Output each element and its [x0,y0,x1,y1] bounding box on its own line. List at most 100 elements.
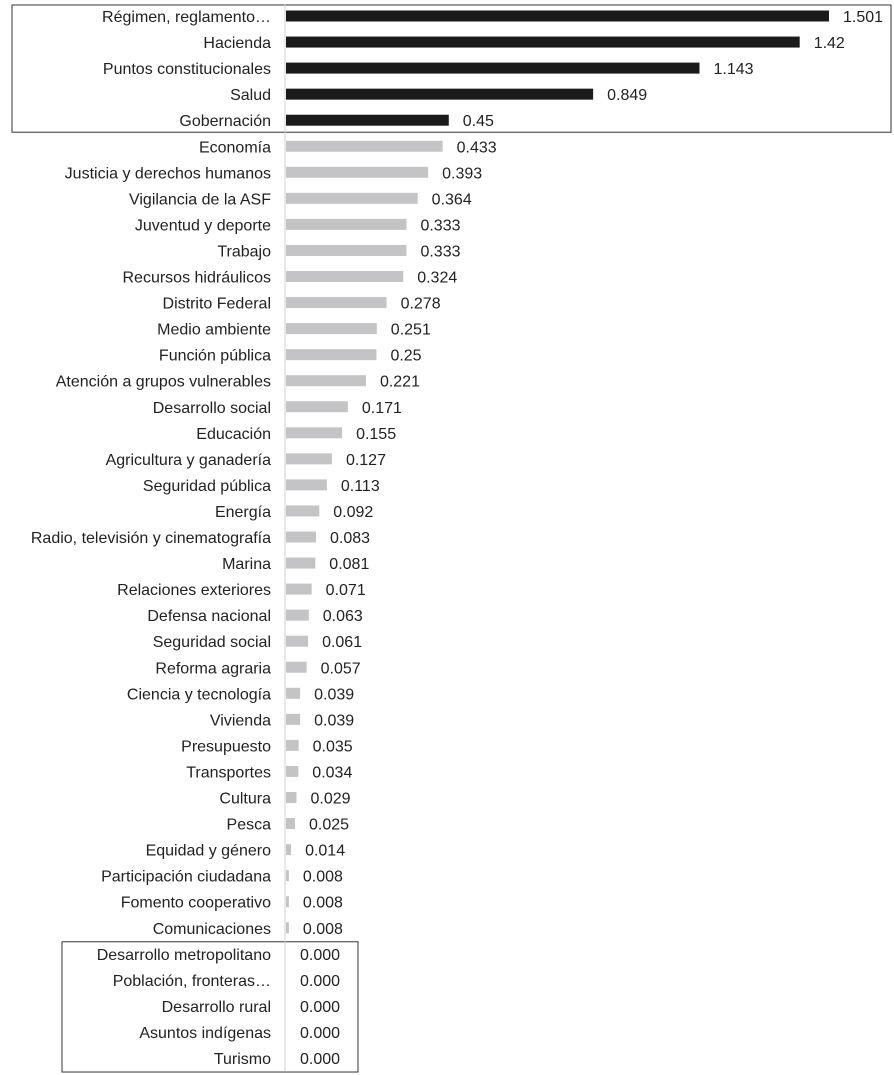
value-label-medio-ambiente: 0.251 [391,322,431,339]
value-label-funcion-publica: 0.25 [390,348,421,365]
value-label-hacienda: 1.42 [814,35,845,52]
bar-ciencia-y-tecnologia [286,687,301,699]
bar-vivienda [286,713,301,725]
category-label-participacion-ciudadana: Participación ciudadana [101,869,271,886]
value-label-puntos-constitucionales: 1.143 [713,61,753,78]
bar-equidad-y-genero [286,844,292,856]
value-label-marina: 0.081 [329,556,369,573]
value-label-pesca: 0.025 [309,817,349,834]
category-label-poblacion-fronteras: Población, fronteras… [113,973,271,990]
bar-salud [286,88,594,100]
value-label-vigilancia-de-la-asf: 0.364 [432,191,472,208]
value-label-desarrollo-rural: 0.000 [300,999,340,1016]
bar-gobernacion [286,114,449,126]
value-label-fomento-cooperativo: 0.008 [303,895,343,912]
value-label-radio-television-y-cinematografia: 0.083 [330,530,370,547]
value-label-ciencia-y-tecnologia: 0.039 [314,686,354,703]
category-label-educacion: Educación [196,426,271,443]
bar-desarrollo-social [286,401,348,413]
category-label-cultura: Cultura [219,791,271,808]
category-label-equidad-y-genero: Equidad y género [146,843,272,860]
category-label-medio-ambiente: Medio ambiente [157,322,271,339]
bar-comunicaciones [286,922,289,934]
bar-justicia-y-derechos-humanos [286,166,429,178]
bar-seguridad-publica [286,479,327,491]
category-label-turismo: Turismo [214,1051,271,1068]
value-label-agricultura-y-ganaderia: 0.127 [346,452,386,469]
category-label-justicia-y-derechos-humanos: Justicia y derechos humanos [65,165,271,182]
category-label-hacienda: Hacienda [203,35,271,52]
category-label-asuntos-indigenas: Asuntos indígenas [139,1025,271,1042]
value-label-recursos-hidraulicos: 0.324 [417,270,457,287]
value-label-vivienda: 0.039 [314,712,354,729]
bar-pesca [286,818,296,830]
value-label-juventud-y-deporte: 0.333 [420,217,460,234]
bar-cultura [286,792,297,803]
bar-relaciones-exteriores [286,583,312,595]
category-label-energia: Energía [215,504,271,521]
value-label-desarrollo-social: 0.171 [362,400,402,417]
bar-hacienda [286,36,800,48]
category-label-reforma-agraria: Reforma agraria [155,660,271,677]
bar-economia [286,140,443,152]
highlight-box-top [11,4,892,133]
bar-medio-ambiente [286,323,377,335]
value-label-presupuesto: 0.035 [313,738,353,755]
category-label-trabajo: Trabajo [217,243,271,260]
category-label-gobernacion: Gobernación [179,113,271,130]
bar-participacion-ciudadana [286,870,289,882]
value-label-comunicaciones: 0.008 [303,921,343,938]
category-label-fomento-cooperativo: Fomento cooperativo [121,895,271,912]
bar-transportes [286,765,299,777]
bar-distrito-federal [286,297,387,309]
bar-vigilancia-de-la-asf [286,192,418,204]
value-label-atencion-a-grupos-vulnerables: 0.221 [380,374,420,391]
value-label-desarrollo-metropolitano: 0.000 [300,947,340,964]
value-label-turismo: 0.000 [300,1051,340,1068]
category-label-atencion-a-grupos-vulnerables: Atención a grupos vulnerables [56,374,271,391]
bar-regimen-reglamento [286,10,829,22]
category-label-seguridad-social: Seguridad social [153,634,271,651]
category-label-relaciones-exteriores: Relaciones exteriores [117,582,271,599]
category-label-vigilancia-de-la-asf: Vigilancia de la ASF [129,191,271,208]
category-label-radio-television-y-cinematografia: Radio, televisión y cinematografía [31,530,271,547]
value-label-regimen-reglamento: 1.501 [843,9,883,26]
value-label-economia: 0.433 [457,139,497,156]
value-label-trabajo: 0.333 [420,243,460,260]
bar-juventud-y-deporte [286,218,407,230]
category-label-salud: Salud [230,87,271,104]
category-label-regimen-reglamento: Régimen, reglamento… [102,9,271,26]
value-label-equidad-y-genero: 0.014 [305,843,345,860]
value-label-defensa-nacional: 0.063 [323,608,363,625]
value-label-gobernacion: 0.45 [463,113,494,130]
bar-energia [286,505,320,517]
bar-seguridad-social [286,635,309,647]
value-label-educacion: 0.155 [356,426,396,443]
category-label-juventud-y-deporte: Juventud y deporte [135,217,271,234]
category-label-desarrollo-rural: Desarrollo rural [162,999,271,1016]
value-label-seguridad-social: 0.061 [322,634,362,651]
value-label-reforma-agraria: 0.057 [321,660,361,677]
value-label-poblacion-fronteras: 0.000 [300,973,340,990]
bar-educacion [286,427,343,439]
category-label-desarrollo-social: Desarrollo social [153,400,271,417]
bar-radio-television-y-cinematografia [286,531,317,543]
value-label-transportes: 0.034 [312,764,352,781]
category-label-funcion-publica: Función pública [159,348,271,365]
category-label-economia: Economía [199,139,271,156]
value-label-justicia-y-derechos-humanos: 0.393 [442,165,482,182]
category-label-desarrollo-metropolitano: Desarrollo metropolitano [97,947,271,964]
category-label-defensa-nacional: Defensa nacional [147,608,271,625]
value-label-relaciones-exteriores: 0.071 [326,582,366,599]
value-label-asuntos-indigenas: 0.000 [300,1025,340,1042]
category-label-pesca: Pesca [227,817,272,834]
bar-agricultura-y-ganaderia [286,453,332,465]
bar-presupuesto [286,739,299,751]
bar-fomento-cooperativo [286,896,289,908]
category-label-seguridad-publica: Seguridad pública [143,478,271,495]
category-label-vivienda: Vivienda [210,712,271,729]
highlight-box-zero [61,941,359,1073]
category-label-distrito-federal: Distrito Federal [163,296,271,313]
bar-reforma-agraria [286,661,307,673]
